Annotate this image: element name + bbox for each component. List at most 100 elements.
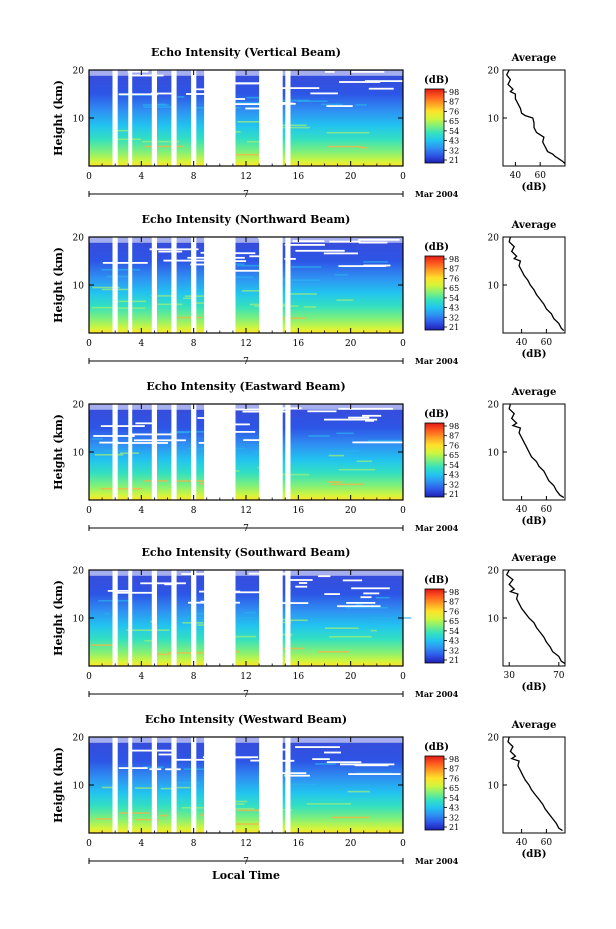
x-tick-label: 12 [240,672,251,682]
y-axis-label: Height (km) [52,247,65,323]
heatmap-gap [140,582,186,585]
heatmap-gap [249,255,260,258]
x-tick-label: 8 [191,839,197,849]
profile-line [505,569,566,665]
no-data-gap [112,237,118,333]
heatmap-texture [176,786,191,789]
heatmap-texture [94,454,124,456]
heatmap-texture [315,763,336,765]
colorbar [424,255,445,331]
heatmap-texture [367,746,395,748]
profile-title: Average [511,720,557,731]
y-axis-label: Height (km) [52,580,65,656]
heatmap-texture [143,106,172,108]
day-label: 7 [243,690,249,700]
heatmap-gap [362,414,382,417]
colorbar-tick-label: 65 [449,284,459,293]
heatmap-texture [92,286,120,289]
heatmap-texture [168,652,210,654]
heatmap-texture [333,247,370,250]
colorbar-unit: (dB) [424,242,449,253]
panel-4: Echo Intensity (Westward Beam) 0 4 8 12 16 20 0… [52,713,566,882]
heatmap-gap [363,592,380,595]
profile-x-tick-label: 30 [503,671,515,681]
colorbar-tick-label: 98 [449,588,459,597]
profile-y-tick-label: 10 [488,282,500,292]
heatmap-texture [338,468,376,471]
profile-y-tick-label: 20 [488,734,500,744]
colorbar-tick-label: 21 [449,323,459,332]
colorbar-tick-label: 32 [449,313,459,322]
no-data-gap [285,570,291,666]
x-tick-label: 20 [345,506,357,516]
heatmap-texture [104,613,111,615]
profile-y-tick-label: 10 [488,449,500,459]
heatmap-texture [236,809,275,812]
profile-x-label: (dB) [522,682,547,693]
heatmap-gap [224,423,250,426]
average-profile: Average 10 20 40 60(dB) [488,720,566,860]
y-tick-label: 10 [73,782,85,792]
colorbar-tick-label: 98 [449,755,459,764]
no-data-gap [191,237,197,333]
x-tick-label: 0 [400,172,406,182]
heatmap-field [89,737,403,833]
heatmap-texture [247,141,270,143]
x-tick-label: 20 [345,839,357,849]
profile-title: Average [511,387,557,398]
heatmap-gap [295,746,340,748]
heatmap-gap [158,250,183,253]
colorbar-tick-label: 87 [449,432,459,441]
no-data-gap [151,570,157,666]
heatmap-texture [177,96,185,98]
no-data-gap [204,237,236,333]
heatmap-gap [307,410,337,413]
heatmap-texture [282,257,312,260]
heatmap-texture [141,140,180,143]
heatmap-texture [342,450,359,452]
x-tick-label: 0 [86,339,92,349]
y-tick-label: 20 [73,734,85,744]
heatmap-texture [91,438,104,440]
heatmap-gap [113,442,168,444]
x-tick-label: 4 [138,172,144,182]
heatmap-texture [91,644,113,646]
colorbar-tick-label: 87 [449,765,459,774]
y-tick-label: 20 [73,401,85,411]
heatmap-gap [102,262,148,264]
no-data-gap [151,737,157,833]
x-tick-label: 16 [293,839,305,849]
heatmap-gap [354,764,389,767]
heatmap-gap [284,774,310,777]
heatmap-texture [117,419,138,421]
heatmap-texture [318,651,350,653]
heatmap-gap [245,107,273,110]
x-tick-label: 20 [345,672,357,682]
day-label: 7 [243,857,249,867]
heatmap-texture [151,653,170,656]
profile-x-label: (dB) [522,516,547,527]
y-tick-label: 20 [73,567,85,577]
colorbar-tick-label: 21 [449,656,459,665]
profile-x-label: (dB) [522,849,547,860]
heatmap-texture [276,99,310,102]
heatmap-texture [372,617,412,619]
heatmap-texture [135,818,160,821]
x-tick-label: 16 [293,672,305,682]
no-data-gap [171,404,177,500]
heatmap-gap [351,587,390,590]
heatmap-gap [231,591,283,594]
heatmap-texture [325,627,359,629]
heatmap-texture [179,93,192,96]
profile-x-label: (dB) [522,182,547,193]
panel-3: Echo Intensity (Southward Beam) 0 4 8 12 16 20… [52,546,566,700]
y-tick-label: 20 [73,234,85,244]
heatmap-texture [320,103,343,106]
heatmap-texture [233,263,245,265]
colorbar-tick-label: 98 [449,255,459,264]
heatmap-texture [327,145,362,148]
colorbar-tick-label: 54 [449,461,459,470]
no-data-gap [204,404,236,500]
heatmap-texture [126,629,170,631]
no-data-gap [171,737,177,833]
